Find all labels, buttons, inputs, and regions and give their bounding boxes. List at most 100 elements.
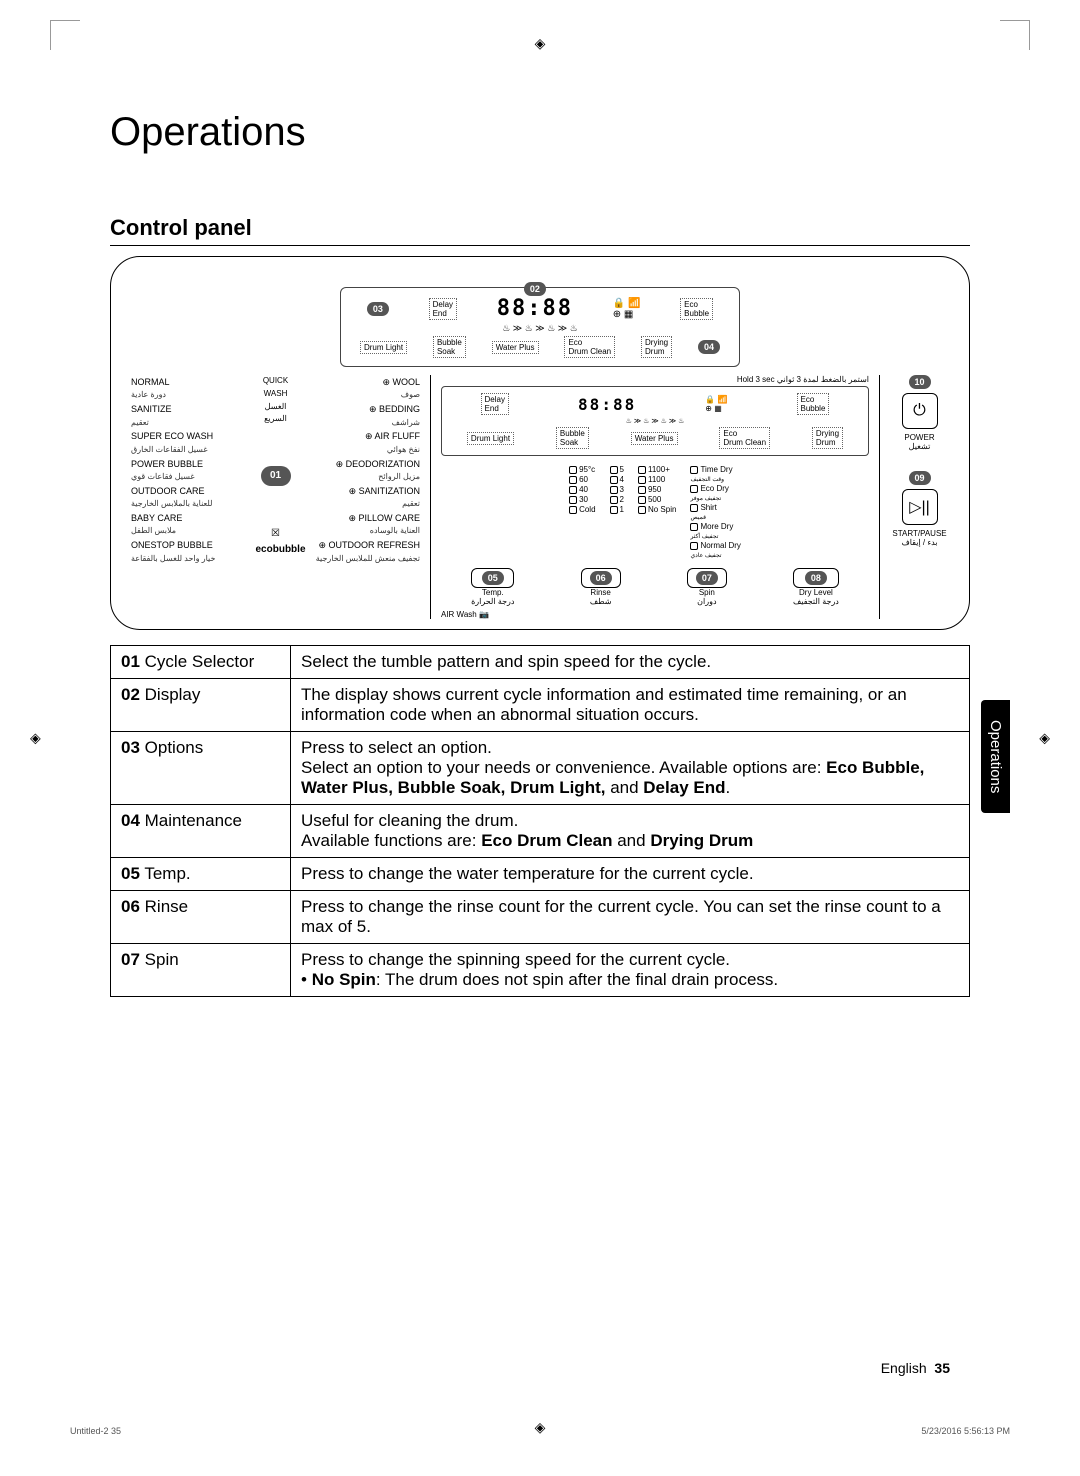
cycle-item: ⊕ DEODORIZATIONمزيل الروائح — [296, 457, 421, 484]
table-label-cell: 04 Maintenance — [111, 805, 291, 858]
table-row: 07 SpinPress to change the spinning spee… — [111, 944, 970, 997]
description-table: 01 Cycle SelectorSelect the tumble patte… — [110, 645, 970, 997]
button-label: Rinseشطف — [581, 588, 621, 606]
rinse-button[interactable]: 06 — [581, 568, 621, 588]
badge-09: 09 — [909, 471, 931, 485]
table-desc-cell: Press to change the spinning speed for t… — [291, 944, 970, 997]
option-value: 500 — [638, 495, 676, 504]
option-value: 950 — [638, 485, 676, 494]
crop-corner-tl — [50, 20, 80, 50]
option-row-2: Drum Light Bubble Soak Water Plus Eco Drum … — [347, 336, 733, 358]
temp-button[interactable]: 05 — [471, 568, 514, 588]
hold-note: Hold 3 sec استمر بالضغط لمدة 3 ثواني — [441, 375, 869, 384]
option-value: No Spin — [638, 505, 676, 514]
display-option: Bubble Soak — [433, 336, 466, 358]
footer-left: Untitled-2 35 — [70, 1426, 121, 1436]
center-controls: Hold 3 sec استمر بالضغط لمدة 3 ثواني Del… — [441, 375, 869, 619]
cycle-item: SUPER ECO WASHغسيل الفقاعات الخارق — [131, 429, 256, 456]
cycle-item: ⊕ PILLOW CAREالعناية بالوساده — [296, 511, 421, 538]
table-row: 02 DisplayThe display shows current cycl… — [111, 679, 970, 732]
side-tab: Operations — [981, 700, 1010, 813]
eco-bubble-option: Eco Bubble — [680, 298, 713, 320]
table-label-cell: 01 Cycle Selector — [111, 646, 291, 679]
cycle-item: ⊕ AIR FLUFFنفخ هوائي — [296, 429, 421, 456]
cycle-item: ⊕ SANITIZATIONتعقيم — [296, 484, 421, 511]
option-value: 4 — [610, 475, 624, 484]
page-title: Operations — [110, 110, 970, 155]
table-desc-cell: Press to change the water temperature fo… — [291, 858, 970, 891]
table-row: 05 Temp.Press to change the water temper… — [111, 858, 970, 891]
option-value: 95°c — [569, 465, 595, 474]
option-value: 2 — [610, 495, 624, 504]
cycle-item: ⊕ OUTDOOR REFRESHتجفيف منعش للملابس الخا… — [296, 538, 421, 565]
power-button[interactable]: ⏻ — [902, 393, 938, 429]
top-display: 03 Delay End 02 88:88 🔒 📶⊕ ▦ Eco Bubble … — [340, 287, 740, 367]
delay-end-option: Delay End — [429, 298, 457, 320]
table-label-cell: 06 Rinse — [111, 891, 291, 944]
section-title: Control panel — [110, 215, 970, 246]
cycle-item: NORMALدورة عادية — [131, 375, 256, 402]
option-value: 1100+ — [638, 465, 676, 474]
table-row: 03 OptionsPress to select an option.Sele… — [111, 732, 970, 805]
badge-03: 03 — [367, 302, 389, 316]
option-value: Time Dryوقت التجفيف — [690, 465, 740, 483]
button-label: Dry Levelدرجة التجفيف — [793, 588, 839, 606]
button-label: Spinدوران — [687, 588, 727, 606]
power-label: POWERتشغيل — [890, 433, 949, 451]
start-pause-button[interactable]: ▷|| — [902, 489, 938, 525]
table-label-cell: 07 Spin — [111, 944, 291, 997]
display-option: Drum Light — [360, 341, 407, 354]
mini-display: Delay End 88:88 🔒 📶⊕ ▦ Eco Bubble ♨ ≫ ♨ … — [441, 386, 869, 456]
option-value: 3 — [610, 485, 624, 494]
badge-10: 10 — [909, 375, 931, 389]
table-label-cell: 02 Display — [111, 679, 291, 732]
display-option: Drying Drum — [641, 336, 672, 358]
option-value: Cold — [569, 505, 595, 514]
digital-time: 88:88 — [497, 296, 573, 321]
cycle-item: ⊕ WOOLصوف — [296, 375, 421, 402]
button-label: Temp.درجة الحرارة — [471, 588, 514, 606]
option-value: 1100 — [638, 475, 676, 484]
display-icons: 🔒 📶⊕ ▦ — [613, 298, 641, 320]
crop-mark-bottom-icon: ◈ — [535, 1419, 546, 1436]
ecobubble-logo: ☒ ecobubble — [256, 526, 296, 558]
cycle-item: BABY CAREملابس الطفل — [131, 511, 256, 538]
badge-04: 04 — [698, 340, 720, 354]
cycle-item: ⊕ BEDDINGشراشف — [296, 402, 421, 429]
spin-button[interactable]: 07 — [687, 568, 727, 588]
option-value: 5 — [610, 465, 624, 474]
dry-level-button[interactable]: 08 — [793, 568, 839, 588]
table-label-cell: 05 Temp. — [111, 858, 291, 891]
cycle-item: POWER BUBBLEغسيل فقاعات قوي — [131, 457, 256, 484]
option-value: 40 — [569, 485, 595, 494]
table-desc-cell: Press to change the rinse count for the … — [291, 891, 970, 944]
quick-wash-label: QUICK WASHالغسل السريع — [256, 375, 296, 426]
table-row: 06 RinsePress to change the rinse count … — [111, 891, 970, 944]
control-panel-diagram: 03 Delay End 02 88:88 🔒 📶⊕ ▦ Eco Bubble … — [110, 256, 970, 630]
table-row: 01 Cycle SelectorSelect the tumble patte… — [111, 646, 970, 679]
option-value: Normal Dryتجفيف عادي — [690, 541, 740, 559]
start-label: START/PAUSEبدء / إيقاف — [890, 529, 949, 547]
table-desc-cell: The display shows current cycle informat… — [291, 679, 970, 732]
option-value: 30 — [569, 495, 595, 504]
crop-mark-left-icon: ◈ — [30, 730, 41, 747]
cycle-item: ONESTOP BUBBLEخيار واحد للغسل بالفقاعة — [131, 538, 256, 565]
air-wash-label: AIR Wash 📷 — [441, 610, 869, 619]
table-desc-cell: Press to select an option.Select an opti… — [291, 732, 970, 805]
table-label-cell: 03 Options — [111, 732, 291, 805]
badge-01: 01 — [261, 466, 291, 486]
display-option: Eco Drum Clean — [564, 336, 615, 358]
table-desc-cell: Select the tumble pattern and spin speed… — [291, 646, 970, 679]
table-row: 04 MaintenanceUseful for cleaning the dr… — [111, 805, 970, 858]
page-number: English 35 — [881, 1360, 950, 1376]
crop-mark-top-icon: ◈ — [535, 35, 546, 52]
power-column: 10 ⏻ POWERتشغيل 09 ▷|| START/PAUSEبدء / … — [879, 375, 949, 619]
cycle-item: OUTDOOR CAREللعناية بالملابس الخارجية — [131, 484, 256, 511]
crop-corner-tr — [1000, 20, 1030, 50]
option-value: Eco Dryتجفيف موفر — [690, 484, 740, 502]
option-value: 60 — [569, 475, 595, 484]
cycle-selector-area: NORMALدورة عاديةSANITIZEتعقيمSUPER ECO W… — [131, 375, 431, 619]
display-option: Water Plus — [492, 341, 539, 354]
badge-02: 02 — [524, 282, 546, 296]
footer-right: 5/23/2016 5:56:13 PM — [921, 1426, 1010, 1436]
